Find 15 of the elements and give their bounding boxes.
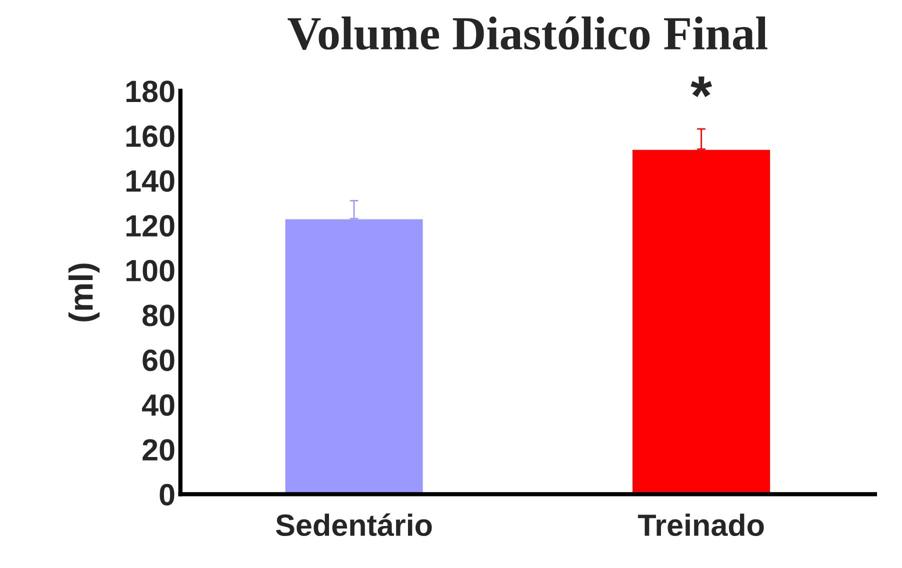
y-tick-label: 20	[142, 439, 174, 461]
annotation: *	[690, 76, 712, 98]
y-tick-label: 80	[142, 304, 174, 326]
y-tick-label: 180	[126, 80, 174, 102]
y-axis-title: (ml)	[68, 264, 100, 322]
y-tick-label: 100	[126, 260, 174, 282]
y-tick-label: 0	[160, 484, 174, 506]
y-tick-label: 120	[126, 215, 174, 237]
chart-title: Volume Diastólico Final	[288, 16, 768, 50]
y-tick-label: 40	[142, 394, 174, 416]
x-tick-label: Treinado	[638, 514, 764, 536]
y-tick-label: 60	[142, 349, 174, 372]
y-tick-label: 140	[126, 170, 174, 192]
y-tick-label: 160	[126, 125, 174, 148]
x-tick-label: Sedentário	[276, 513, 432, 536]
